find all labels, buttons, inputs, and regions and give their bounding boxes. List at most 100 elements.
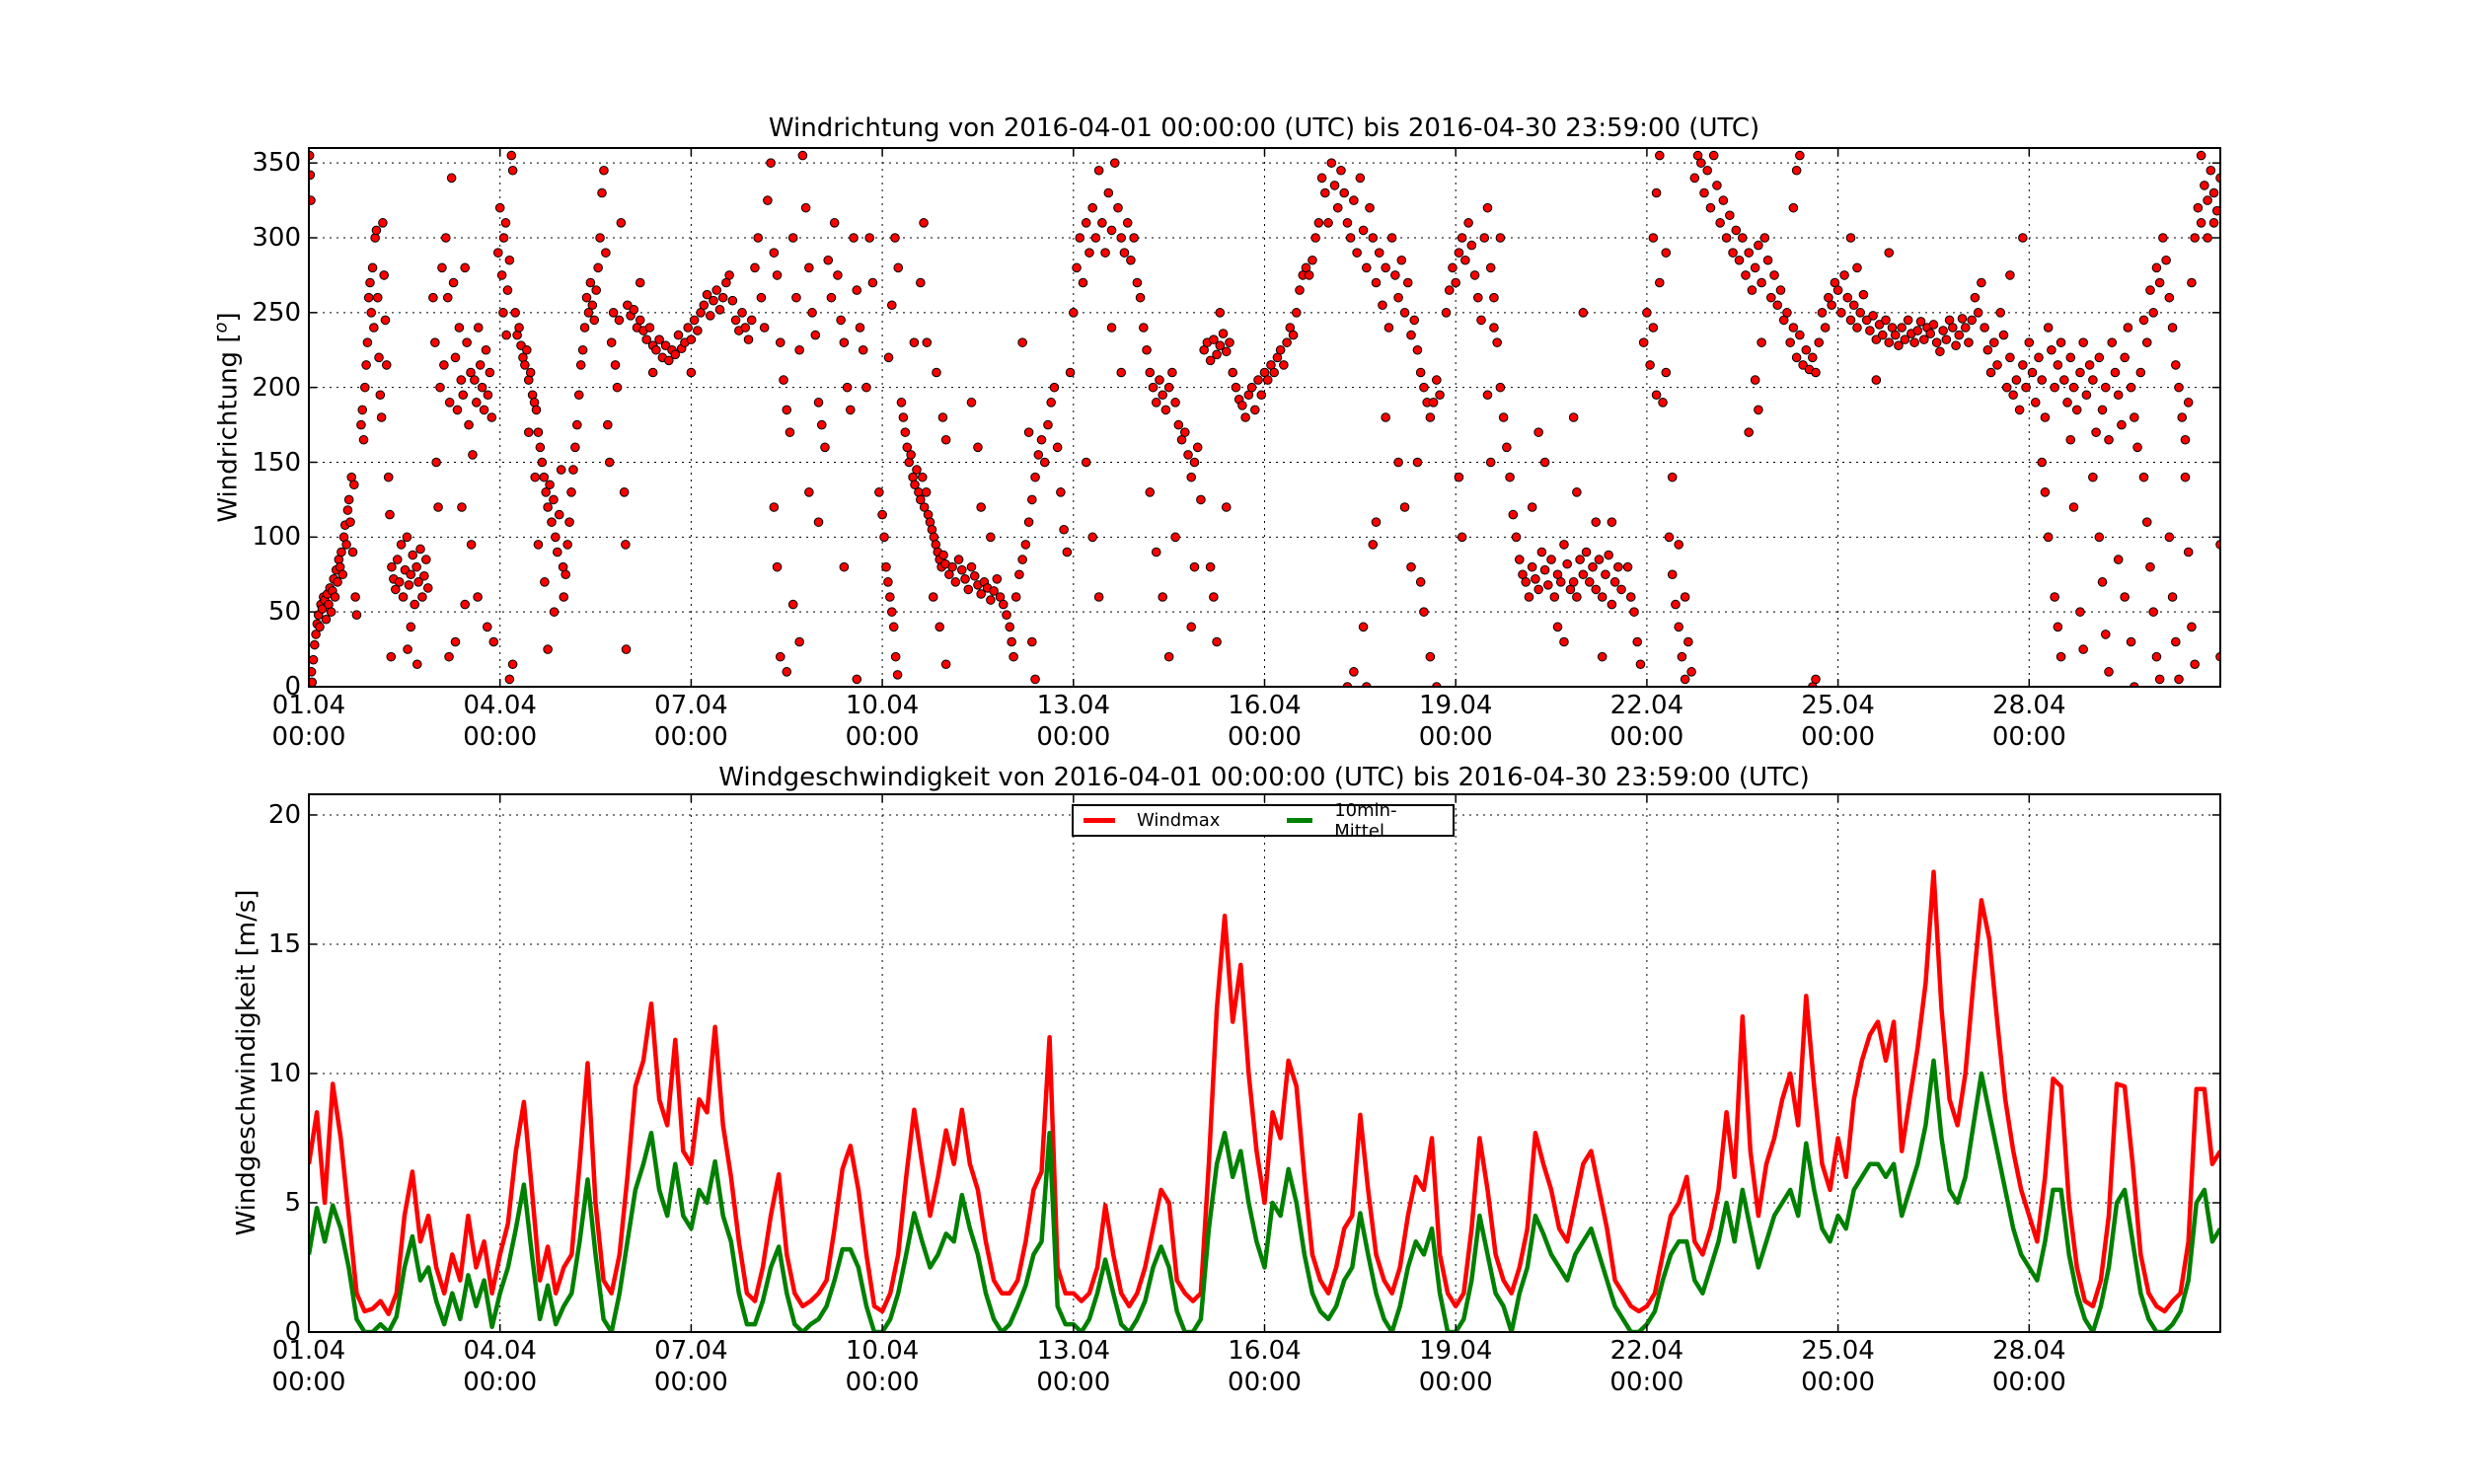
direction-point	[1861, 315, 1872, 326]
direction-point	[1148, 382, 1159, 393]
direction-point	[1695, 158, 1706, 168]
direction-point	[937, 412, 948, 422]
direction-point	[1412, 344, 1423, 355]
direction-point	[540, 577, 550, 587]
direction-point	[583, 308, 594, 318]
direction-point	[317, 604, 328, 614]
direction-point	[498, 233, 509, 243]
direction-point	[349, 480, 359, 490]
direction-point	[371, 225, 382, 236]
direction-point	[932, 367, 941, 378]
direction-point	[1725, 210, 1735, 221]
direction-point	[1116, 233, 1127, 243]
direction-point	[406, 569, 416, 580]
direction-point	[2141, 337, 2152, 347]
direction-point	[1766, 292, 1776, 303]
direction-point	[533, 427, 544, 437]
direction-point	[1539, 457, 1550, 468]
direction-point	[820, 442, 830, 453]
direction-point	[1326, 158, 1337, 168]
direction-point	[1039, 457, 1050, 468]
direction-point	[1635, 659, 1646, 670]
direction-point	[1221, 502, 1232, 512]
direction-point	[833, 270, 843, 280]
direction-point	[1479, 233, 1490, 243]
direction-point	[2171, 636, 2181, 647]
direction-point	[1030, 674, 1040, 685]
direction-point	[1362, 682, 1372, 687]
direction-point	[888, 622, 899, 632]
direction-point	[387, 561, 397, 572]
direction-point	[612, 382, 623, 393]
direction-point	[1186, 472, 1197, 482]
direction-point	[460, 599, 470, 610]
direction-point	[2154, 277, 2165, 288]
direction-point	[1575, 555, 1585, 564]
direction-point	[2211, 205, 2220, 216]
direction-point	[1712, 181, 1722, 190]
direction-point	[1365, 202, 1375, 213]
direction-point	[1897, 323, 1906, 333]
direction-point	[1568, 577, 1579, 587]
direction-point	[787, 599, 798, 610]
direction-point	[2065, 352, 2076, 363]
direction-point	[604, 457, 615, 468]
direction-point	[2100, 382, 2111, 393]
direction-point	[530, 472, 541, 482]
direction-point	[1591, 517, 1602, 527]
direction-point	[836, 315, 846, 326]
direction-point	[644, 323, 655, 333]
direction-point	[597, 187, 607, 198]
direction-point	[919, 218, 929, 228]
direction-point	[1702, 165, 1713, 176]
direction-point	[2088, 472, 2098, 482]
direction-point	[1555, 577, 1566, 587]
direction-point	[473, 592, 483, 602]
direction-point	[1355, 173, 1366, 184]
direction-point	[1231, 382, 1241, 393]
direction-point	[1960, 323, 1971, 333]
direction-point	[912, 465, 922, 475]
direction-point	[890, 233, 900, 243]
direction-point	[502, 285, 513, 295]
direction-point	[608, 308, 619, 318]
direction-point	[909, 337, 920, 347]
direction-point	[689, 315, 700, 326]
direction-point	[986, 532, 996, 543]
direction-point	[543, 502, 553, 512]
direction-point	[2097, 405, 2108, 415]
direction-point	[1253, 375, 1263, 385]
direction-point	[614, 315, 625, 326]
direction-point	[457, 502, 467, 512]
direction-point	[2187, 277, 2197, 288]
direction-point	[1237, 401, 1247, 410]
direction-point	[2078, 644, 2088, 654]
direction-point	[1381, 262, 1390, 273]
direction-data	[309, 150, 2220, 687]
direction-point	[356, 419, 366, 430]
direction-point	[522, 344, 532, 355]
direction-point	[2078, 337, 2088, 347]
direction-point	[2050, 592, 2059, 602]
direction-point	[1492, 337, 1502, 347]
direction-point	[717, 292, 728, 303]
direction-point	[479, 405, 489, 415]
direction-point	[345, 517, 355, 527]
legend-item-windmax: Windmax	[1084, 810, 1220, 831]
direction-point	[458, 390, 469, 401]
speed-x-tick-label: 16.04 00:00	[1228, 1336, 1302, 1397]
direction-point	[577, 344, 588, 355]
direction-point	[746, 315, 757, 326]
direction-point	[1601, 569, 1610, 580]
direction-point	[950, 577, 961, 587]
direction-point	[2126, 636, 2136, 647]
direction-point	[1084, 248, 1094, 258]
direction-point	[1428, 398, 1439, 408]
direction-point	[1562, 558, 1572, 569]
direction-point	[797, 150, 808, 161]
direction-point	[2094, 532, 2105, 543]
direction-point	[610, 360, 621, 370]
direction-point	[379, 270, 389, 280]
direction-point	[1597, 651, 1607, 662]
direction-point	[1425, 412, 1436, 422]
